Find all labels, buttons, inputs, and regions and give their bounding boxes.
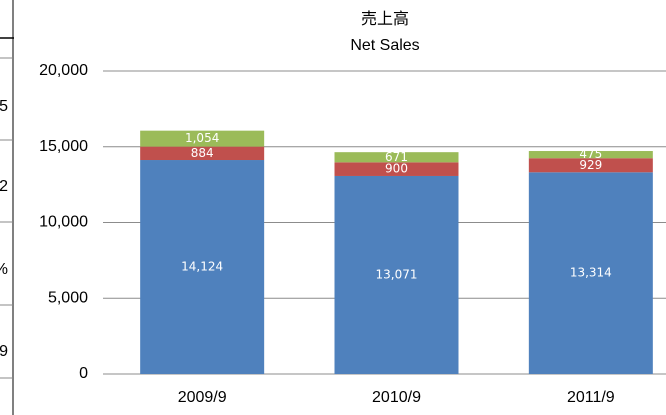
bar-segment — [140, 160, 265, 374]
y-tick-label: 0 — [79, 365, 88, 382]
table-cell: 9 — [0, 343, 8, 360]
bar-segment — [528, 158, 653, 173]
data-label: 1,054 — [185, 131, 219, 145]
y-tick-label: 10,000 — [39, 214, 88, 231]
data-label: 14,124 — [181, 260, 223, 274]
data-label: 671 — [385, 150, 408, 164]
table-cell: 5 — [0, 98, 8, 115]
data-label: 884 — [191, 146, 214, 160]
table-edge: 5 2 % 9 — [0, 0, 14, 415]
bar-segment — [528, 172, 653, 374]
bar-segment — [334, 175, 459, 374]
bar-segment — [140, 130, 265, 147]
data-label: 475 — [579, 147, 602, 161]
bar-segment — [528, 151, 653, 159]
chart-title: 売上高 — [361, 10, 409, 28]
chart-subtitle: Net Sales — [350, 37, 419, 54]
bar-segment — [334, 152, 459, 163]
data-label: 900 — [385, 162, 408, 176]
data-label: 929 — [579, 158, 602, 172]
y-tick-label: 15,000 — [39, 138, 88, 155]
table-cell: 2 — [0, 178, 8, 195]
x-tick-label: 2010/9 — [372, 389, 421, 406]
x-tick-label: 2009/9 — [178, 389, 227, 406]
x-tick-label: 2011/9 — [567, 389, 615, 406]
data-label: 13,314 — [570, 266, 612, 280]
bar-segment — [140, 146, 265, 161]
y-tick-label: 20,000 — [39, 62, 88, 79]
y-tick-label: 5,000 — [48, 289, 88, 306]
data-label: 13,071 — [376, 267, 418, 281]
table-cell: % — [0, 261, 8, 278]
bar-segment — [334, 162, 459, 176]
